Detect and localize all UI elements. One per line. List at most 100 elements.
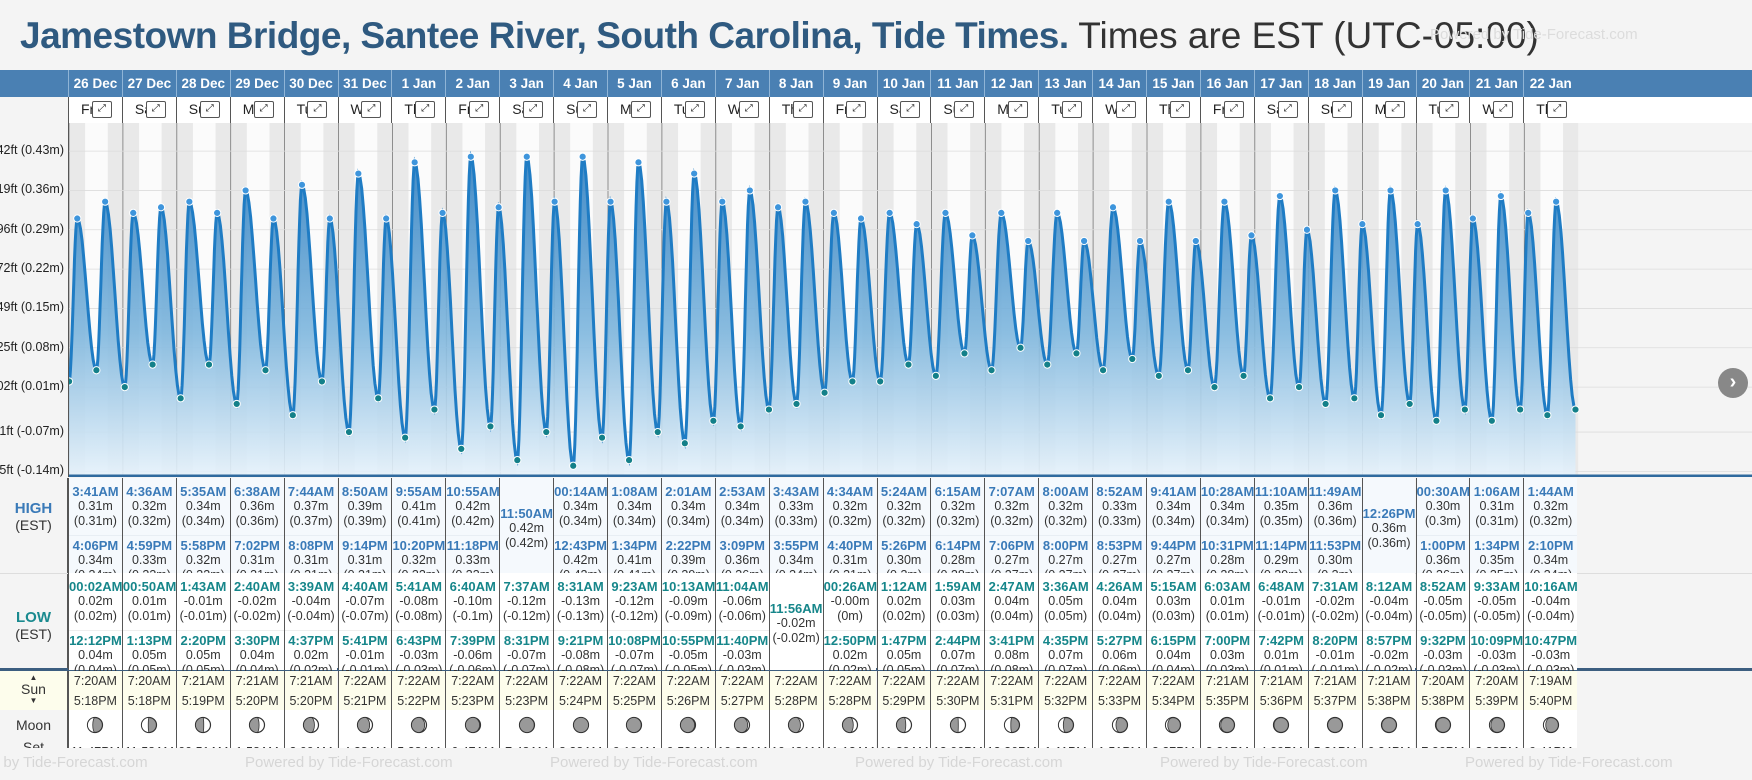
high-tide-point[interactable] xyxy=(941,208,950,218)
low-tide-point[interactable] xyxy=(1098,366,1108,375)
low-tide-point[interactable] xyxy=(960,349,969,358)
expand-day-icon[interactable]: ⤢ xyxy=(145,101,166,118)
high-tide-point[interactable] xyxy=(997,208,1006,218)
expand-day-icon[interactable]: ⤢ xyxy=(630,101,651,118)
low-tide-point[interactable] xyxy=(792,399,801,409)
high-tide-point[interactable] xyxy=(1164,197,1173,206)
high-tide-point[interactable] xyxy=(438,208,447,218)
expand-day-icon[interactable]: ⤢ xyxy=(738,101,759,118)
low-tide-point[interactable] xyxy=(148,360,157,369)
expand-day-icon[interactable]: ⤢ xyxy=(900,101,921,118)
expand-day-icon[interactable]: ⤢ xyxy=(1169,101,1190,118)
high-tide-point[interactable] xyxy=(1524,208,1533,218)
low-tide-point[interactable] xyxy=(261,366,270,375)
expand-day-icon[interactable]: ⤢ xyxy=(1547,101,1568,118)
high-tide-point[interactable] xyxy=(1275,191,1284,201)
high-tide-point[interactable] xyxy=(1191,236,1200,246)
low-tide-point[interactable] xyxy=(624,456,634,465)
high-tide-point[interactable] xyxy=(912,220,921,229)
low-tide-point[interactable] xyxy=(317,377,327,386)
expand-day-icon[interactable]: ⤢ xyxy=(1493,101,1514,118)
low-tide-point[interactable] xyxy=(1571,405,1580,414)
high-tide-point[interactable] xyxy=(1413,220,1422,229)
expand-day-icon[interactable]: ⤢ xyxy=(684,101,705,118)
high-tide-point[interactable] xyxy=(466,152,475,161)
high-tide-point[interactable] xyxy=(494,203,503,212)
expand-day-icon[interactable]: ⤢ xyxy=(415,101,436,118)
high-tide-point[interactable] xyxy=(185,197,194,206)
low-tide-point[interactable] xyxy=(569,461,578,470)
low-tide-point[interactable] xyxy=(820,388,829,397)
high-tide-point[interactable] xyxy=(269,214,278,223)
high-tide-point[interactable] xyxy=(410,158,419,167)
high-tide-point[interactable] xyxy=(550,197,559,206)
high-tide-point[interactable] xyxy=(1386,186,1395,195)
high-tide-point[interactable] xyxy=(156,203,166,212)
low-tide-point[interactable] xyxy=(288,411,297,420)
expand-day-icon[interactable]: ⤢ xyxy=(1115,101,1136,118)
low-tide-point[interactable] xyxy=(1128,354,1137,364)
high-tide-point[interactable] xyxy=(1331,186,1340,195)
low-tide-point[interactable] xyxy=(457,444,466,454)
low-tide-point[interactable] xyxy=(653,427,662,437)
low-tide-point[interactable] xyxy=(1460,405,1469,414)
low-tide-point[interactable] xyxy=(1516,405,1525,414)
low-tide-point[interactable] xyxy=(1016,343,1025,352)
expand-day-icon[interactable]: ⤢ xyxy=(253,101,274,118)
low-tide-point[interactable] xyxy=(1487,416,1496,425)
low-tide-point[interactable] xyxy=(1239,371,1248,380)
low-tide-point[interactable] xyxy=(1294,382,1304,392)
low-tide-point[interactable] xyxy=(1154,371,1163,380)
high-tide-point[interactable] xyxy=(1024,236,1033,246)
high-tide-point[interactable] xyxy=(1302,225,1312,234)
expand-day-icon[interactable]: ⤢ xyxy=(1277,101,1298,118)
high-tide-point[interactable] xyxy=(1053,208,1062,218)
high-tide-point[interactable] xyxy=(801,197,810,206)
low-tide-point[interactable] xyxy=(764,405,774,414)
expand-day-icon[interactable]: ⤢ xyxy=(792,101,813,118)
low-tide-point[interactable] xyxy=(1183,366,1193,375)
low-tide-point[interactable] xyxy=(1265,394,1275,403)
low-tide-point[interactable] xyxy=(92,366,101,375)
high-tide-point[interactable] xyxy=(1552,197,1561,206)
low-tide-point[interactable] xyxy=(1321,399,1330,409)
high-tide-point[interactable] xyxy=(856,214,866,223)
high-tide-point[interactable] xyxy=(241,186,250,195)
low-tide-point[interactable] xyxy=(344,427,354,437)
high-tide-point[interactable] xyxy=(297,180,307,189)
high-tide-point[interactable] xyxy=(1080,236,1089,246)
high-tide-point[interactable] xyxy=(101,197,110,206)
expand-day-icon[interactable]: ⤢ xyxy=(1439,101,1460,118)
expand-day-icon[interactable]: ⤢ xyxy=(199,101,220,118)
low-tide-point[interactable] xyxy=(486,422,495,431)
low-tide-point[interactable] xyxy=(1210,382,1219,392)
low-tide-point[interactable] xyxy=(374,394,383,403)
high-tide-point[interactable] xyxy=(73,214,82,223)
high-tide-point[interactable] xyxy=(1496,191,1505,201)
low-tide-point[interactable] xyxy=(204,360,214,369)
high-tide-point[interactable] xyxy=(829,208,838,218)
high-tide-point[interactable] xyxy=(325,214,334,223)
high-tide-point[interactable] xyxy=(1468,214,1477,223)
high-tide-point[interactable] xyxy=(885,208,894,218)
next-page-button[interactable]: › xyxy=(1718,368,1748,398)
low-tide-point[interactable] xyxy=(1350,394,1359,403)
high-tide-point[interactable] xyxy=(745,186,754,195)
low-tide-point[interactable] xyxy=(401,433,410,442)
high-tide-point[interactable] xyxy=(578,152,587,161)
low-tide-point[interactable] xyxy=(597,433,607,442)
low-tide-point[interactable] xyxy=(176,394,185,403)
low-tide-point[interactable] xyxy=(987,366,996,375)
high-tide-point[interactable] xyxy=(718,197,727,206)
expand-day-icon[interactable]: ⤢ xyxy=(307,101,328,118)
low-tide-point[interactable] xyxy=(680,439,689,448)
expand-day-icon[interactable]: ⤢ xyxy=(1223,101,1244,118)
low-tide-point[interactable] xyxy=(232,399,241,409)
expand-day-icon[interactable]: ⤢ xyxy=(1062,101,1083,118)
low-tide-point[interactable] xyxy=(709,416,718,425)
high-tide-point[interactable] xyxy=(382,214,391,223)
high-tide-point[interactable] xyxy=(773,203,783,212)
low-tide-point[interactable] xyxy=(931,371,940,380)
low-tide-point[interactable] xyxy=(904,360,913,369)
low-tide-point[interactable] xyxy=(1043,360,1052,369)
